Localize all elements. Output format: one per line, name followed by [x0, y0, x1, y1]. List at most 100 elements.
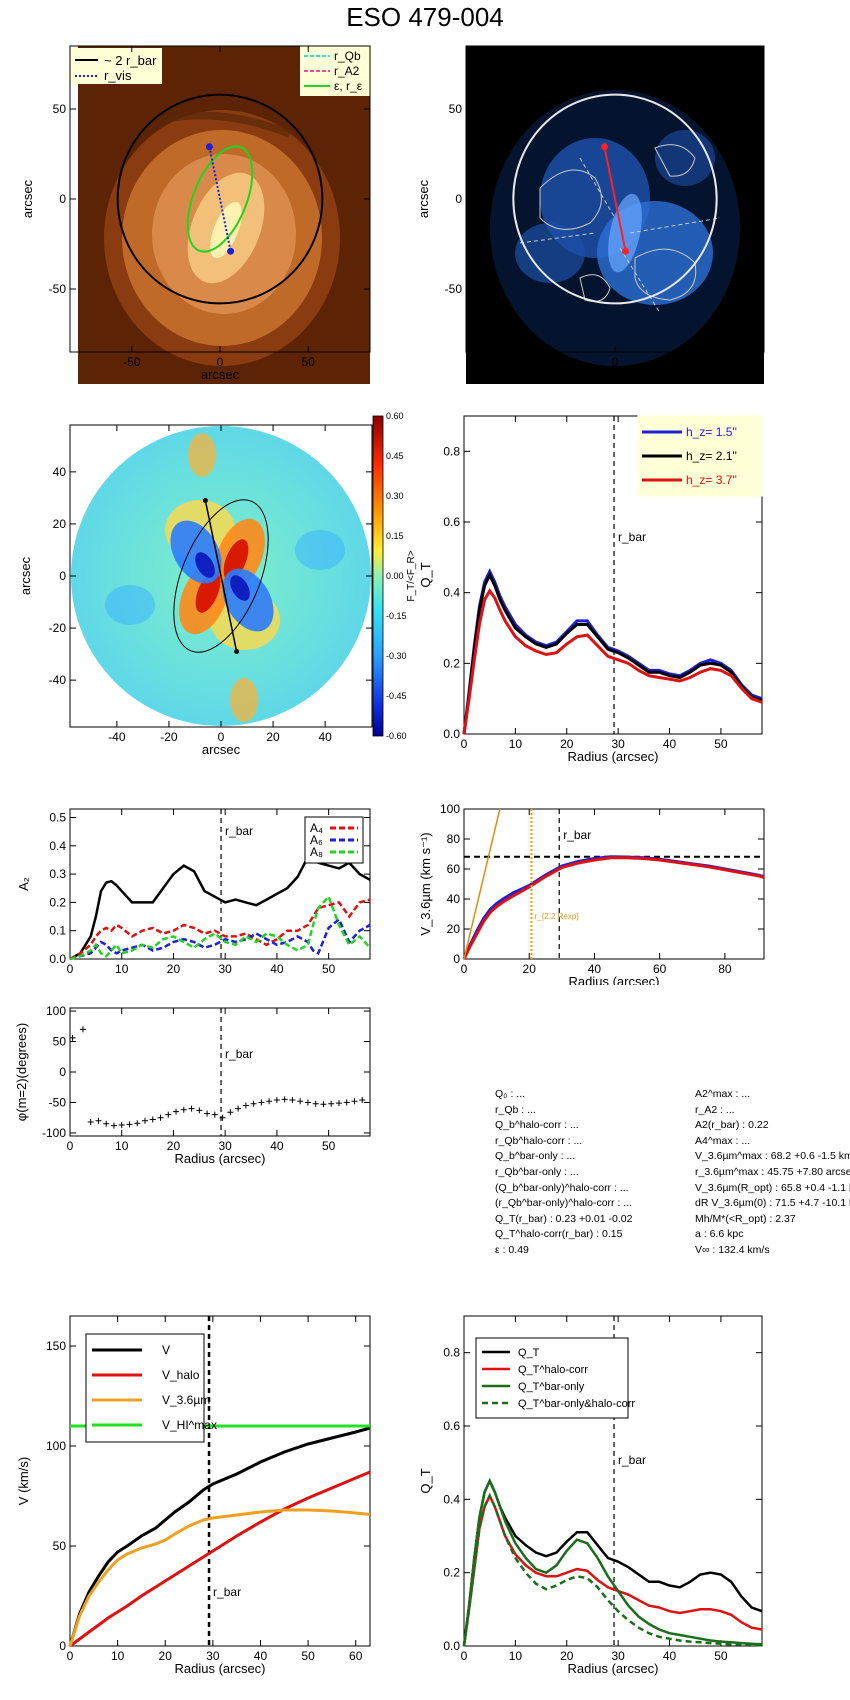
x-tick-label: 30: [218, 962, 232, 976]
x-tick-label: -40: [108, 730, 126, 744]
phase-point: [211, 1111, 218, 1118]
phase-point: [266, 1098, 273, 1105]
plot-frame: [463, 808, 765, 960]
y-tick-label: 0: [59, 1065, 66, 1079]
phase-point: [273, 1097, 280, 1104]
x-tick-label: 20: [560, 1649, 574, 1663]
y-tick-label: 50: [53, 1035, 67, 1049]
x-tick-label: 20: [560, 737, 574, 751]
page-title: ESO 479-004: [346, 2, 504, 32]
x-tick-label: 20: [167, 962, 181, 976]
phase-point: [351, 1098, 358, 1105]
bar-endpoint: [205, 143, 213, 151]
x-tick-label: 40: [270, 1139, 284, 1153]
y-tick-label: 0.6: [443, 1419, 460, 1433]
phase-point: [95, 1117, 102, 1124]
legend-right-item: ε, r_ε: [334, 79, 363, 93]
bar-endpoint: [227, 247, 235, 255]
y-tick-label: 40: [447, 892, 461, 906]
y-axis-label: arcsec: [420, 179, 431, 218]
bar-endpoint: [622, 247, 630, 255]
parameter-row: r_Qb^halo-corr : ...: [495, 1134, 583, 1147]
legend-label: V_halo: [162, 1368, 200, 1382]
legend-label: A₈: [310, 845, 323, 859]
qt-profile-panel: 0 10 20 30 40 50 0.0 0.2 0.4 0.6 0.8 Radius (arcsec…: [420, 415, 763, 764]
phase-point: [149, 1116, 156, 1123]
series-line: [68, 1508, 371, 1647]
x-tick-label: 0: [461, 737, 468, 751]
x-tick-label: 50: [302, 355, 316, 369]
series-line: [462, 1478, 763, 1647]
bar-endpoint: [234, 649, 240, 654]
parameter-row: a : 6.6 kpc: [695, 1228, 744, 1241]
rbar-label: r_bar: [225, 1047, 253, 1061]
legend-label: Q_T: [518, 1347, 540, 1359]
rbar-label: r_bar: [213, 1585, 241, 1599]
parameter-row: A2(r_bar) : 0.22: [695, 1119, 769, 1132]
phase-point: [134, 1120, 141, 1127]
y-tick-label: -20: [49, 621, 67, 635]
x-tick-label: 50: [322, 962, 336, 976]
series-line: [462, 1478, 763, 1647]
emission-blob: [655, 130, 715, 186]
legend-label: h_z= 3.7'': [686, 473, 737, 487]
parameter-row: A2^max : ...: [695, 1088, 751, 1100]
phase-point: [142, 1117, 148, 1124]
parameter-row: dR V_3.6µm(0) : 71.5 +4.7 -10.1 km/s/kpc: [695, 1197, 850, 1210]
phase-point: [250, 1100, 257, 1107]
legend-right-item: r_Qb: [334, 49, 361, 63]
series-line: [69, 1470, 371, 1648]
bar-ellipse: [173, 499, 269, 653]
colorbar-tick-label: -0.30: [386, 651, 407, 661]
y-axis-label: Q_T: [420, 1468, 433, 1493]
parameter-row: V_3.6µm(R_opt) : 65.8 +0.4 -1.1 km/s: [695, 1181, 850, 1194]
x-tick-label: 20: [167, 1139, 181, 1153]
bar-major-axis: [208, 146, 232, 252]
rotation-curve-panel: 0 20 40 60 80 0 20 40 60 80 100 Radius (arcsec) V_3.…: [420, 802, 765, 985]
y-tick-label: 20: [53, 517, 67, 531]
legend-label: Q_T^halo-corr: [518, 1364, 588, 1376]
y-tick-label: -50: [445, 282, 463, 296]
parameter-row: Q_T(r_bar) : 0.23 +0.01 -0.02: [495, 1212, 633, 1225]
y-tick-label: 0: [453, 952, 460, 966]
series-line: [462, 855, 765, 960]
legend-label: V: [162, 1343, 170, 1357]
x-tick-label: 60: [653, 962, 667, 976]
velocity-contours-dashed: [519, 157, 721, 314]
y-tick-label: -50: [49, 1095, 67, 1109]
legend-right-item: r_A2: [334, 64, 360, 78]
parameter-row: V∞ : 132.4 km/s: [695, 1243, 770, 1256]
colorbar-tick-label: 0.45: [386, 451, 404, 461]
x-tick-label: 30: [611, 737, 625, 751]
bar-endpoint: [202, 498, 208, 503]
parameter-table: Q₀ : ... r_Qb : ... Q_b^halo-corr : ... r_Q…: [495, 1088, 850, 1288]
parameter-row: r_A2 : ...: [695, 1103, 735, 1116]
plot-frame: [463, 415, 763, 735]
phase-point: [320, 1101, 327, 1108]
x-axis-label: Radius (arcsec): [567, 1661, 658, 1676]
phase-point: [281, 1096, 288, 1103]
x-tick-label: 10: [115, 962, 129, 976]
phase-point: [103, 1120, 110, 1127]
inner-slope-line: [463, 808, 501, 960]
colorbar-label: F_T/<F_R>: [406, 550, 417, 601]
y-tick-label: 0.5: [49, 810, 66, 824]
y-tick-label: 0.0: [443, 727, 460, 741]
x-tick-label: 0: [217, 355, 224, 369]
phase-profile-panel: 0 10 20 30 40 50 -100 -50 0 50 100 Radius (arcsec) φ…: [14, 1004, 371, 1166]
parameter-row: Q_b^halo-corr : ...: [495, 1119, 579, 1132]
parameter-row: Q_b^bar-only : ...: [495, 1150, 576, 1163]
bar-endpoint: [600, 143, 608, 151]
phase-point: [343, 1099, 350, 1106]
y-tick-label: 150: [46, 1339, 66, 1353]
phase-point: [258, 1099, 265, 1106]
y-tick-label: 0.4: [49, 839, 66, 853]
y-tick-label: 0.4: [443, 586, 460, 600]
rbar-label: r_bar: [618, 530, 646, 544]
x-tick-label: 50: [322, 1139, 336, 1153]
legend-left-item: ~ 2 r_bar: [104, 53, 157, 68]
velocity-decomposition-panel: 0 10 20 30 40 50 60 0 50 100 150 Radius (arcsec) V (…: [16, 1315, 371, 1676]
phase-point: [304, 1099, 311, 1106]
x-tick-label: 0: [218, 730, 225, 744]
plot-frame: [69, 1007, 371, 1137]
